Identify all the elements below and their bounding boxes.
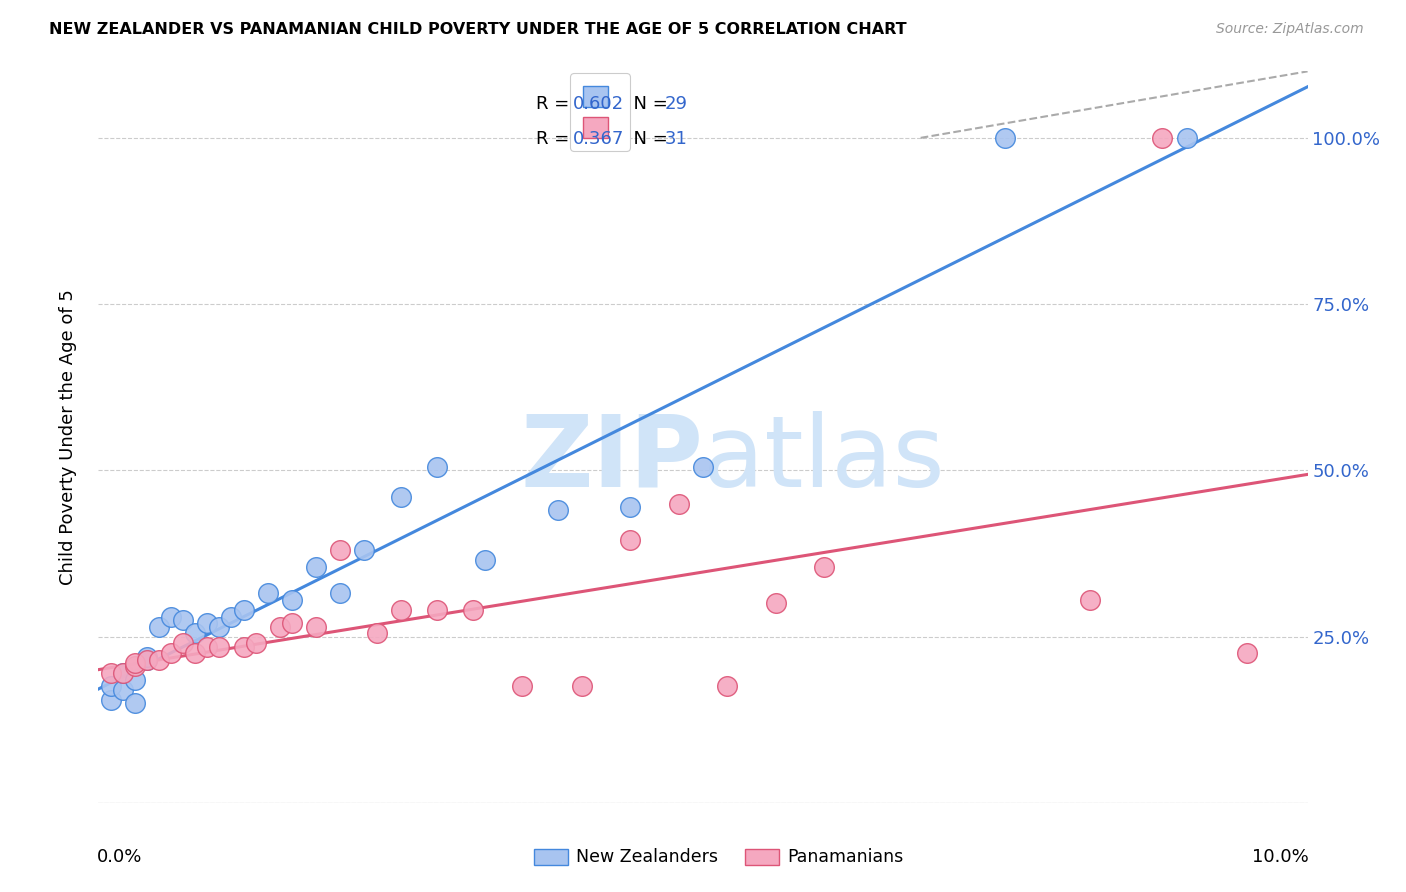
Point	[305, 559, 328, 574]
Point	[232, 640, 254, 654]
Point	[111, 682, 134, 697]
Point	[389, 490, 412, 504]
Point	[547, 503, 569, 517]
Point	[269, 619, 291, 633]
Point	[172, 636, 194, 650]
Y-axis label: Child Poverty Under the Age of 5: Child Poverty Under the Age of 5	[59, 289, 77, 585]
Text: 29: 29	[664, 95, 688, 113]
Point	[221, 609, 243, 624]
Text: New Zealanders: New Zealanders	[576, 848, 718, 866]
Point	[160, 609, 183, 624]
Point	[245, 636, 267, 650]
Point	[510, 680, 533, 694]
Text: 0.367: 0.367	[572, 129, 624, 148]
Point	[124, 656, 146, 670]
Point	[619, 500, 641, 514]
Point	[111, 666, 134, 681]
Point	[765, 596, 787, 610]
FancyBboxPatch shape	[534, 849, 568, 865]
Text: R =: R =	[536, 129, 575, 148]
Point	[1236, 646, 1258, 660]
Text: N =: N =	[621, 95, 673, 113]
Point	[232, 603, 254, 617]
Point	[100, 680, 122, 694]
Point	[135, 653, 157, 667]
Text: Source: ZipAtlas.com: Source: ZipAtlas.com	[1216, 22, 1364, 37]
Point	[619, 533, 641, 548]
Point	[474, 553, 496, 567]
Point	[148, 653, 170, 667]
Point	[353, 543, 375, 558]
FancyBboxPatch shape	[745, 849, 779, 865]
Point	[135, 649, 157, 664]
Text: ZIP: ZIP	[520, 410, 703, 508]
Point	[184, 646, 207, 660]
Point	[1152, 131, 1174, 145]
Text: 0.0%: 0.0%	[97, 848, 142, 866]
Text: R =: R =	[536, 95, 575, 113]
Point	[716, 680, 738, 694]
Point	[668, 497, 690, 511]
Point	[208, 619, 231, 633]
Point	[148, 619, 170, 633]
Point	[100, 692, 122, 706]
Point	[329, 543, 352, 558]
Point	[184, 626, 207, 640]
Point	[100, 666, 122, 681]
Point	[389, 603, 412, 617]
Point	[172, 613, 194, 627]
Point	[135, 653, 157, 667]
Point	[195, 640, 218, 654]
Point	[571, 680, 593, 694]
Text: Panamanians: Panamanians	[787, 848, 904, 866]
Point	[124, 696, 146, 710]
Point	[813, 559, 835, 574]
Point	[124, 659, 146, 673]
Text: 0.602: 0.602	[572, 95, 623, 113]
Point	[994, 131, 1017, 145]
Text: 10.0%: 10.0%	[1251, 848, 1309, 866]
Point	[463, 603, 485, 617]
Text: 31: 31	[664, 129, 688, 148]
Point	[208, 640, 231, 654]
Point	[195, 616, 218, 631]
Point	[305, 619, 328, 633]
Point	[366, 626, 388, 640]
Legend: , : ,	[571, 73, 630, 151]
Point	[1078, 593, 1101, 607]
Point	[124, 673, 146, 687]
Text: atlas: atlas	[703, 410, 945, 508]
Point	[160, 646, 183, 660]
Point	[111, 666, 134, 681]
Point	[329, 586, 352, 600]
Point	[692, 460, 714, 475]
Point	[256, 586, 278, 600]
Point	[426, 603, 449, 617]
Text: NEW ZEALANDER VS PANAMANIAN CHILD POVERTY UNDER THE AGE OF 5 CORRELATION CHART: NEW ZEALANDER VS PANAMANIAN CHILD POVERT…	[49, 22, 907, 37]
Text: N =: N =	[621, 129, 673, 148]
Point	[426, 460, 449, 475]
Point	[281, 593, 304, 607]
Point	[281, 616, 304, 631]
Point	[1175, 131, 1198, 145]
